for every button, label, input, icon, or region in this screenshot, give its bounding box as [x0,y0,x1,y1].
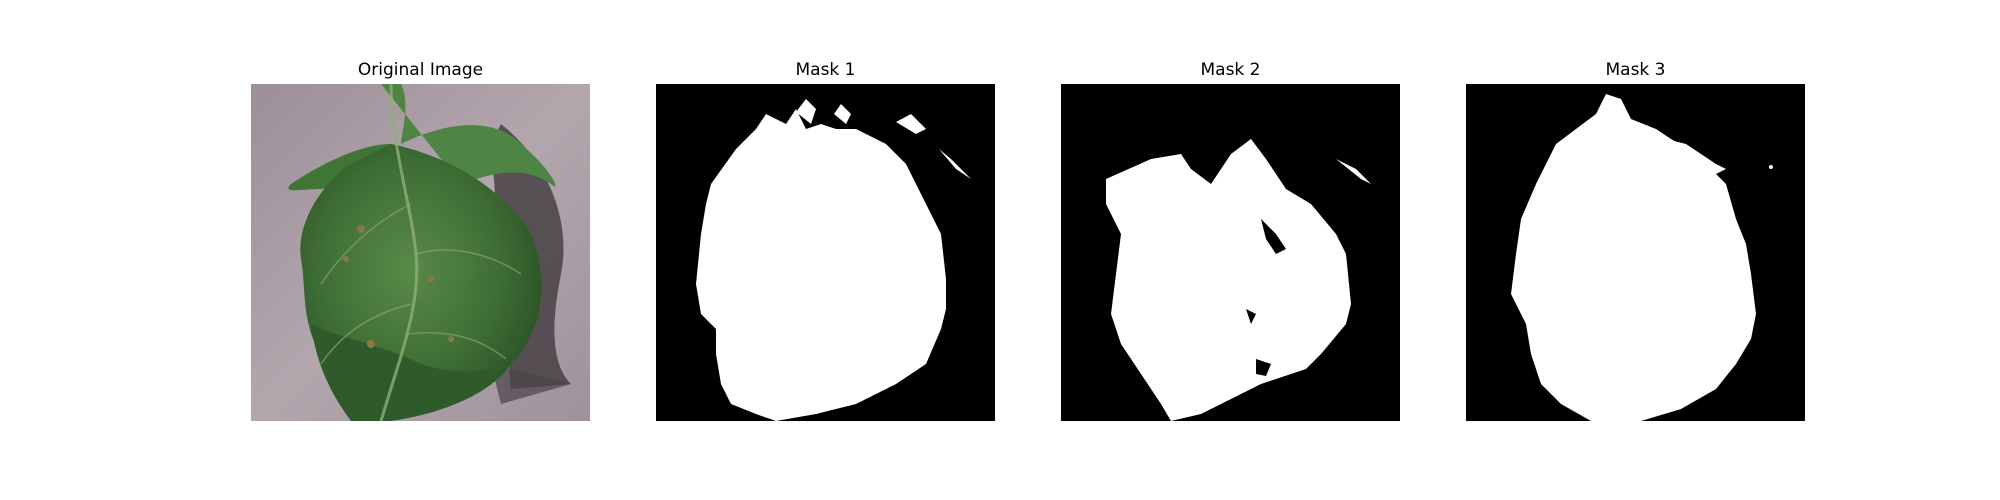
mask-hole [1256,359,1271,376]
mask-image [1466,84,1805,421]
leaf-vein [405,331,507,360]
leaf-upper-lobe [381,84,556,187]
leaf-vein [320,203,412,285]
mask-region [1336,159,1371,184]
mask-region [796,99,816,124]
leaf-vein [320,303,412,365]
panel-mask-2: Mask 2 [1061,58,1400,421]
panel-original-image: Original Image [251,58,590,421]
leaf-photo [251,84,590,421]
panel-title: Mask 2 [1200,60,1261,80]
mask-region [1666,139,1726,174]
mask-region [834,104,851,124]
panel-title: Original Image [357,60,484,80]
leaf-spot [428,276,434,282]
panel-mask-3: Mask 3 [1466,58,1805,421]
leaf-spot [448,336,454,342]
mask-image [656,84,995,421]
leaf-vein [415,249,522,275]
mask-region [896,114,926,134]
mask-speck [1769,165,1773,169]
mask-region [1511,94,1756,421]
mask-hole [1246,309,1256,324]
mask-hole [1261,219,1286,254]
panel-mask-1: Mask 1 [656,58,995,421]
panel-title: Mask 1 [795,60,856,80]
mask-speck [1552,327,1556,331]
leaf-shadow-tip [491,364,571,404]
mask-region [696,109,946,421]
leaf-spot [367,340,375,348]
mask-region [939,149,971,179]
mask-image [1061,84,1400,421]
mask-region [1106,139,1351,421]
leaf-spot [357,225,365,233]
leaf-spot [343,256,349,262]
leaf-lower-lobe [311,324,511,421]
panel-title: Mask 3 [1605,60,1666,80]
